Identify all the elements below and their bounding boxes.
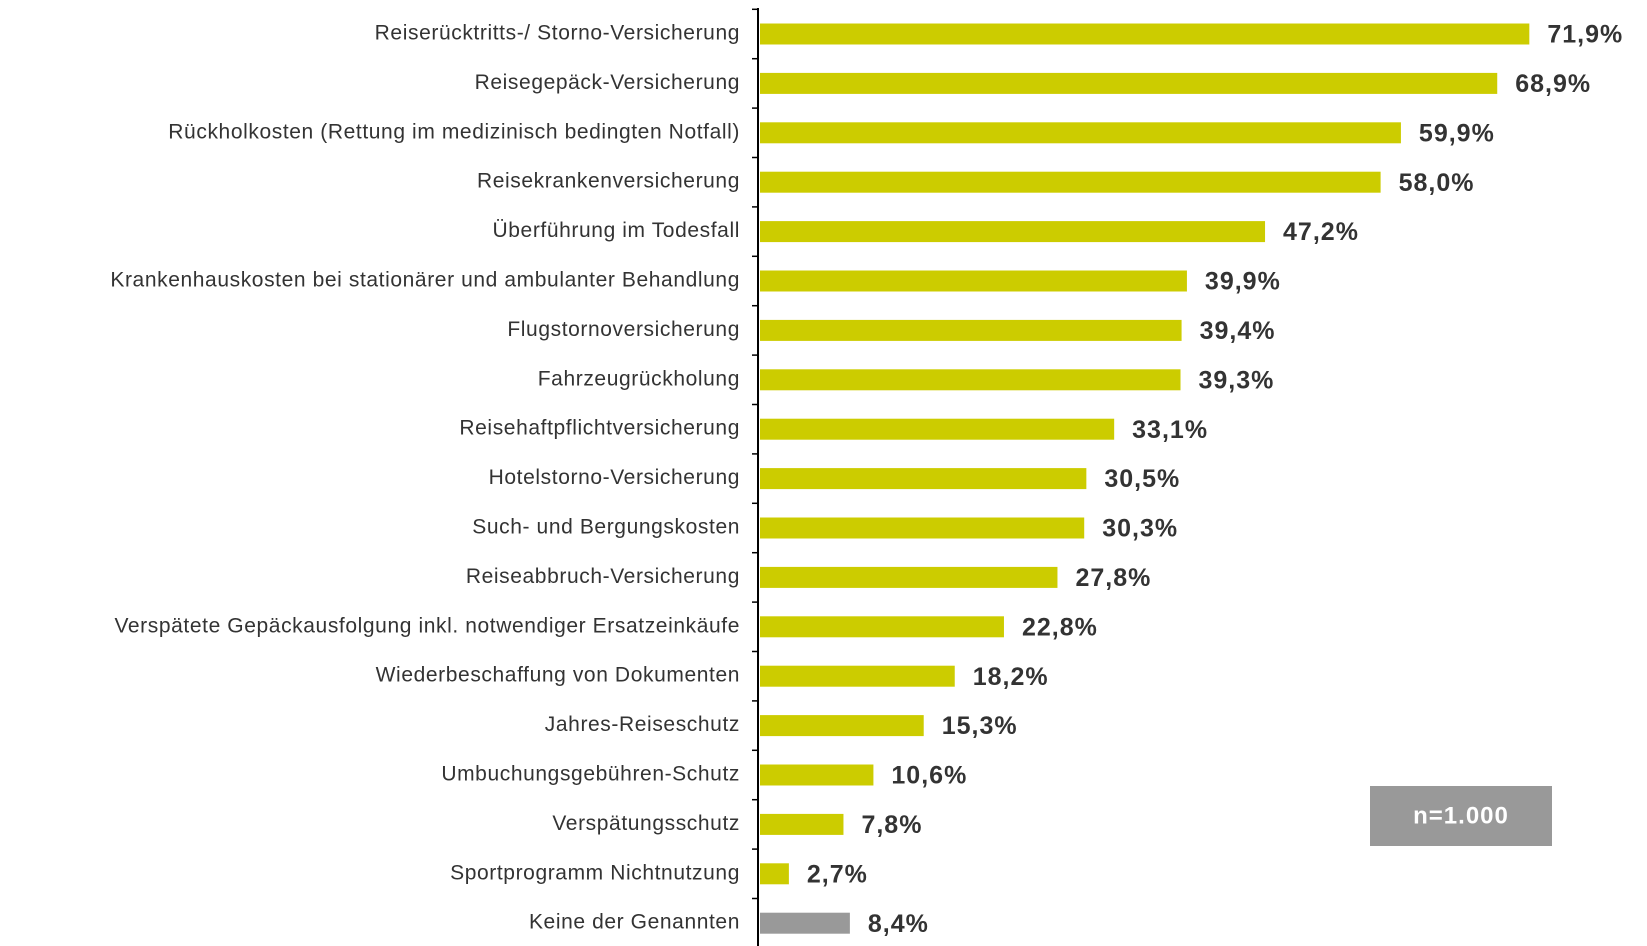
bar bbox=[760, 418, 1115, 440]
category-label: Keine der Genannten bbox=[529, 911, 740, 934]
category-label: Krankenhauskosten bei stationärer und am… bbox=[110, 269, 740, 292]
note-box bbox=[1370, 786, 1552, 846]
value-label: 71,9% bbox=[1547, 21, 1623, 49]
category-label: Reisehaftpflichtversicherung bbox=[459, 417, 740, 440]
bar bbox=[760, 665, 955, 687]
value-label: 10,6% bbox=[891, 762, 967, 790]
bar bbox=[760, 566, 1058, 588]
category-label: Sportprogramm Nichtnutzung bbox=[450, 861, 740, 884]
value-label: 39,9% bbox=[1205, 268, 1281, 296]
value-label: 7,8% bbox=[861, 811, 922, 839]
bar bbox=[760, 72, 1498, 94]
value-label: 30,3% bbox=[1102, 515, 1178, 543]
bar bbox=[760, 369, 1181, 391]
bar bbox=[760, 221, 1266, 243]
value-label: 58,0% bbox=[1399, 169, 1475, 197]
category-label: Überführung im Todesfall bbox=[493, 219, 740, 242]
category-label: Such- und Bergungskosten bbox=[472, 516, 740, 539]
category-label: Verspätete Gepäckausfolgung inkl. notwen… bbox=[114, 614, 740, 637]
bar bbox=[760, 517, 1085, 539]
bar bbox=[760, 270, 1187, 292]
value-label: 47,2% bbox=[1283, 218, 1359, 246]
bar bbox=[760, 319, 1182, 341]
category-label: Reisegepäck-Versicherung bbox=[475, 71, 740, 94]
value-label: 15,3% bbox=[942, 712, 1018, 740]
bar bbox=[760, 468, 1087, 490]
value-label: 39,4% bbox=[1200, 317, 1276, 345]
category-label: Reisekrankenversicherung bbox=[477, 170, 740, 193]
value-label: 18,2% bbox=[973, 663, 1049, 691]
category-label: Umbuchungsgebühren-Schutz bbox=[441, 763, 740, 786]
category-label: Hotelstorno-Versicherung bbox=[489, 466, 740, 489]
category-label: Reiseabbruch-Versicherung bbox=[466, 565, 740, 588]
bar bbox=[760, 23, 1530, 45]
category-label: Fahrzeugrückholung bbox=[538, 367, 740, 390]
value-label: 27,8% bbox=[1075, 564, 1151, 592]
value-label: 22,8% bbox=[1022, 613, 1098, 641]
bar bbox=[760, 171, 1381, 193]
category-label: Verspätungsschutz bbox=[552, 812, 740, 835]
category-label: Flugstornoversicherung bbox=[507, 318, 740, 341]
value-label: 8,4% bbox=[868, 910, 929, 938]
bar bbox=[760, 616, 1004, 638]
category-label: Wiederbeschaffung von Dokumenten bbox=[376, 664, 740, 687]
category-label: Rückholkosten (Rettung im medizinisch be… bbox=[168, 120, 740, 143]
bar bbox=[760, 863, 789, 885]
bar bbox=[760, 715, 924, 737]
bar bbox=[760, 122, 1401, 144]
bar bbox=[760, 764, 874, 786]
category-label: Reiserücktritts-/ Storno-Versicherung bbox=[375, 22, 740, 45]
sample-size-note: n=1.000 bbox=[1413, 802, 1509, 829]
bar bbox=[760, 813, 844, 835]
category-label: Jahres-Reiseschutz bbox=[545, 713, 740, 736]
value-label: 30,5% bbox=[1104, 465, 1180, 493]
value-label: 68,9% bbox=[1515, 70, 1591, 98]
value-label: 59,9% bbox=[1419, 119, 1495, 147]
value-label: 39,3% bbox=[1199, 366, 1275, 394]
value-label: 2,7% bbox=[807, 860, 868, 888]
value-label: 33,1% bbox=[1132, 416, 1208, 444]
bar bbox=[760, 912, 850, 934]
